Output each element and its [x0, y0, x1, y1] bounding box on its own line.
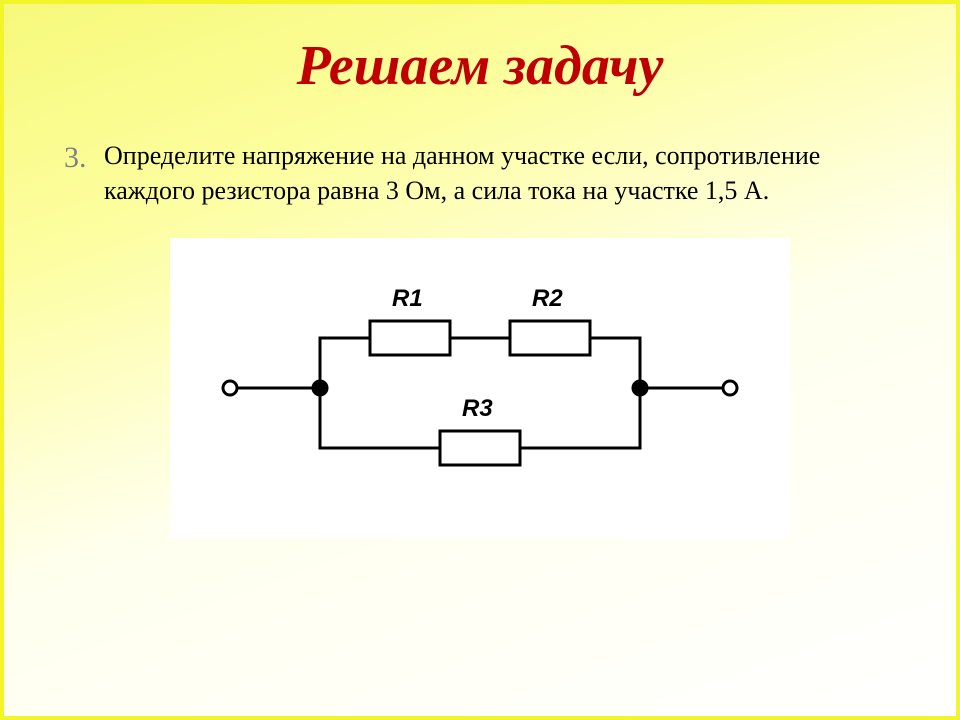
problem-row: 3. Определите напряжение на данном участ…: [64, 138, 896, 208]
terminal-left: [223, 381, 237, 395]
label-r1: R1: [392, 285, 423, 312]
resistor-r1: [370, 321, 450, 355]
label-r2: R2: [532, 285, 563, 312]
problem-text: Определите напряжение на данном участке …: [104, 138, 864, 208]
resistor-r2: [510, 321, 590, 355]
diagram-container: R1 R2 R3: [64, 238, 896, 538]
slide: Решаем задачу 3. Определите напряжение н…: [0, 0, 960, 720]
problem-number: 3.: [64, 138, 94, 177]
junction-left: [313, 381, 327, 395]
resistor-r3: [440, 431, 520, 465]
slide-title: Решаем задачу: [64, 34, 896, 98]
circuit-diagram: R1 R2 R3: [170, 238, 790, 538]
junction-right: [633, 381, 647, 395]
label-r3: R3: [462, 395, 493, 422]
terminal-right: [723, 381, 737, 395]
